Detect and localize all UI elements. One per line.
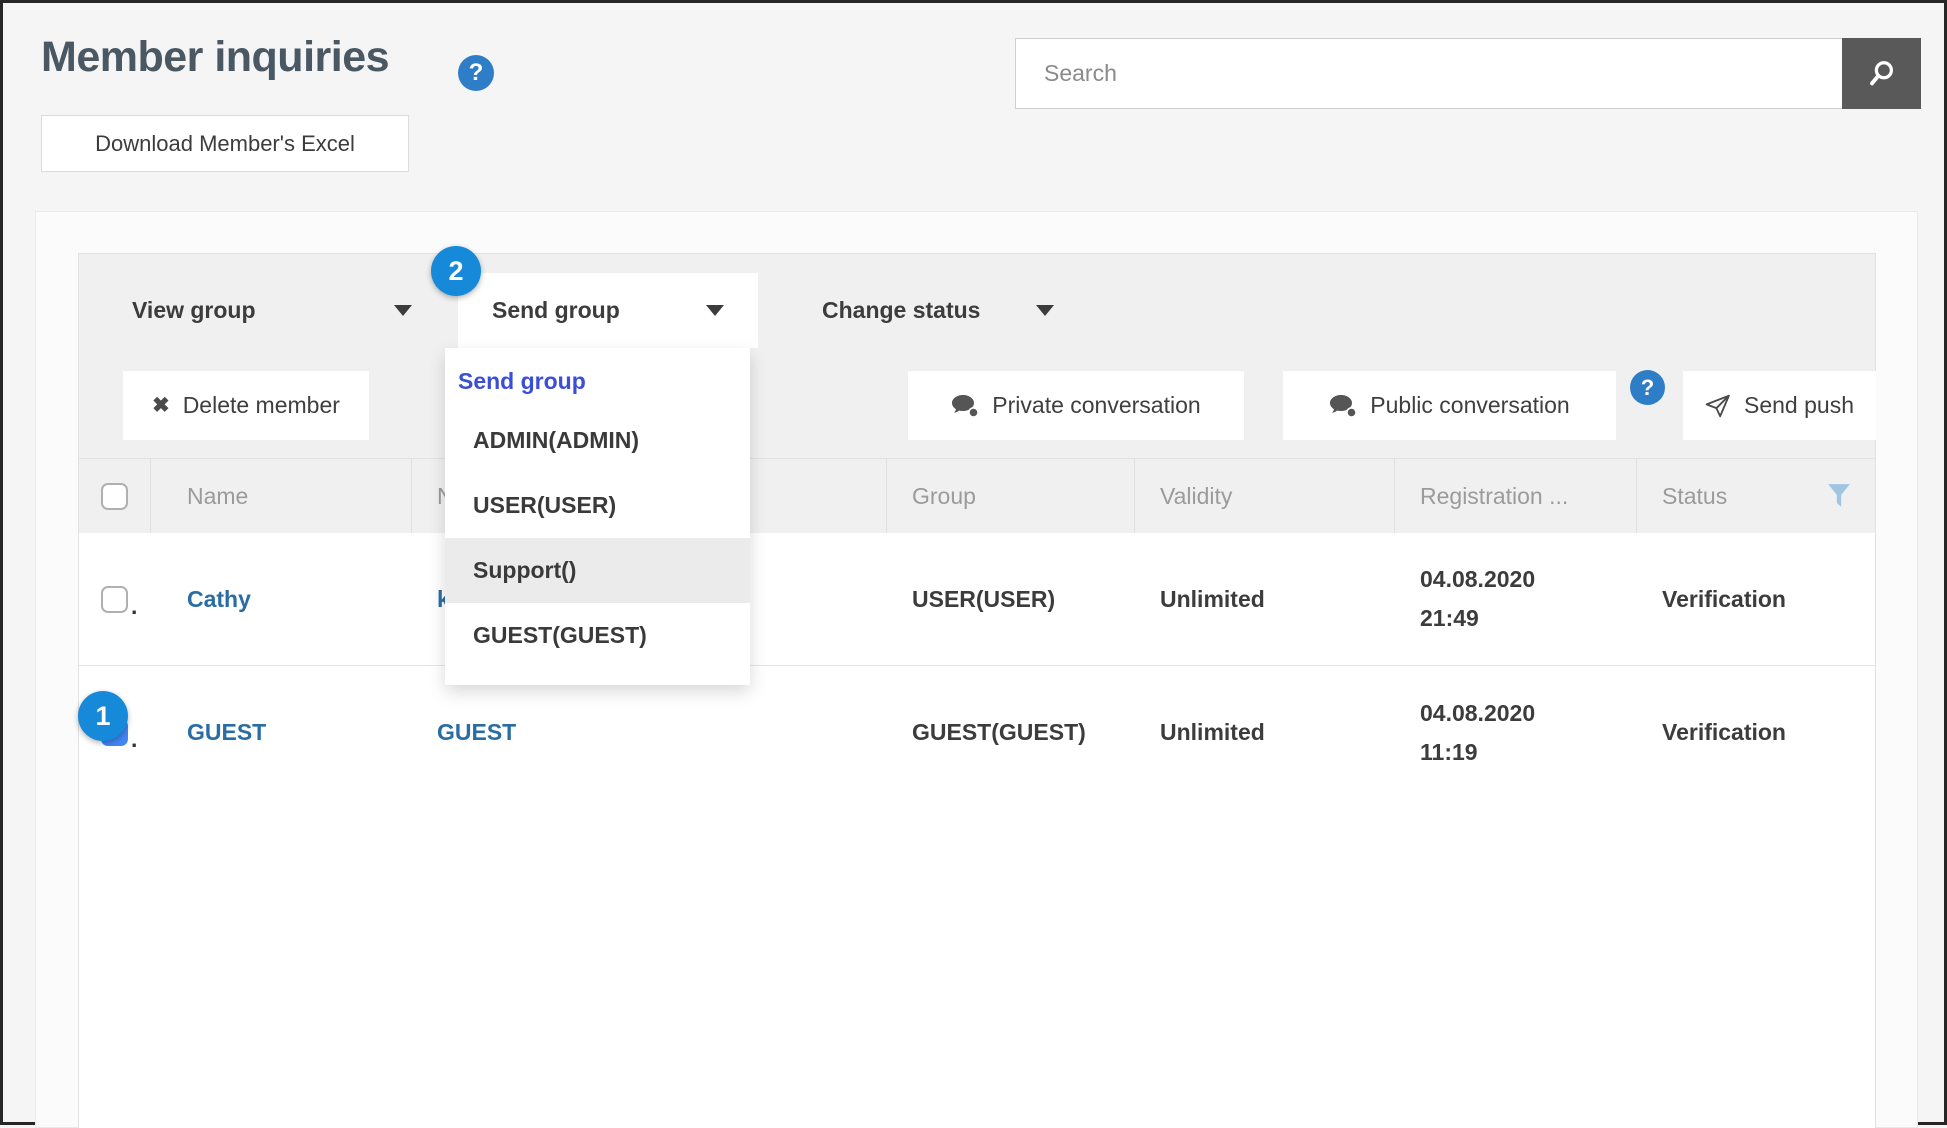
send-group-menu-header[interactable]: Send group — [458, 368, 586, 394]
page-help-icon[interactable]: ? — [458, 55, 494, 91]
member-name-link[interactable]: Cathy — [187, 585, 251, 612]
send-push-button[interactable]: Send push — [1683, 371, 1876, 440]
change-status-label: Change status — [822, 297, 981, 323]
member-registration: 04.08.2020 21:49 — [1395, 533, 1637, 665]
send-group-label: Send group — [492, 297, 620, 323]
member-status: Verification — [1662, 585, 1786, 612]
table-body: . Cathy k USER(USER) Unlimited 04.08.202… — [78, 533, 1876, 1128]
send-push-label: Send push — [1744, 392, 1854, 418]
chevron-down-icon — [1036, 305, 1054, 316]
status-header-label: Status — [1662, 482, 1728, 509]
search-icon — [1867, 59, 1897, 89]
menu-item-support[interactable]: Support() — [445, 538, 750, 603]
change-status-dropdown[interactable]: Change status — [788, 273, 1088, 348]
registration-date: 04.08.2020 — [1420, 699, 1536, 726]
menu-item-admin[interactable]: ADMIN(ADMIN) — [473, 427, 640, 453]
download-members-excel-button[interactable]: Download Member's Excel — [41, 115, 409, 172]
chat-bubble-icon — [951, 394, 980, 418]
delete-member-button[interactable]: ✖ Delete member — [123, 371, 369, 440]
table-row: . Cathy k USER(USER) Unlimited 04.08.202… — [79, 533, 1875, 666]
member-nickname[interactable]: GUEST — [437, 719, 517, 745]
table-row: ✓ . GUEST GUEST GUEST(GUEST) Unlimited 0… — [79, 666, 1875, 799]
private-conversation-button[interactable]: Private conversation — [908, 371, 1244, 440]
conversation-help-icon[interactable]: ? — [1630, 370, 1665, 405]
search-button[interactable] — [1842, 38, 1921, 109]
table-header-row: Name Nickname Group Validity Registratio… — [78, 458, 1876, 533]
member-validity: Unlimited — [1160, 585, 1265, 612]
public-conversation-button[interactable]: Public conversation — [1283, 371, 1616, 440]
header-select-cell — [79, 459, 151, 533]
member-registration: 04.08.2020 11:19 — [1395, 666, 1637, 799]
header-status[interactable]: Status — [1637, 459, 1875, 533]
member-group: USER(USER) — [912, 585, 1056, 612]
row-checkbox[interactable] — [101, 585, 128, 613]
paper-plane-icon — [1705, 394, 1731, 418]
menu-item-guest[interactable]: GUEST(GUEST) — [473, 622, 647, 648]
header-group[interactable]: Group — [887, 459, 1135, 533]
delete-member-label: Delete member — [182, 392, 340, 418]
view-group-label: View group — [132, 297, 256, 323]
header-validity[interactable]: Validity — [1135, 459, 1395, 533]
annotation-badge-2: 2 — [431, 246, 481, 296]
send-group-dropdown[interactable]: Send group — [458, 273, 758, 348]
select-all-checkbox[interactable] — [101, 482, 128, 510]
page-title: Member inquiries — [41, 33, 390, 81]
header-name[interactable]: Name — [151, 459, 412, 533]
send-group-menu: Send group ADMIN(ADMIN) USER(USER) Suppo… — [445, 348, 750, 685]
chevron-down-icon — [394, 305, 412, 316]
member-name-link[interactable]: GUEST — [187, 719, 267, 745]
x-mark-icon: ✖ — [152, 394, 170, 417]
view-group-dropdown[interactable]: View group — [98, 273, 446, 348]
header-registration[interactable]: Registration ... — [1395, 459, 1637, 533]
row-marker: . — [131, 592, 138, 619]
private-conversation-label: Private conversation — [992, 392, 1201, 418]
search-input[interactable] — [1015, 38, 1843, 109]
row-select-cell: . — [79, 533, 151, 665]
menu-item-user[interactable]: USER(USER) — [473, 492, 617, 518]
row-marker: . — [131, 726, 138, 752]
member-status: Verification — [1662, 719, 1786, 745]
public-conversation-label: Public conversation — [1370, 392, 1570, 418]
registration-time: 21:49 — [1420, 605, 1479, 631]
chevron-down-icon — [706, 305, 724, 316]
chat-bubble-icon — [1329, 394, 1358, 418]
member-group: GUEST(GUEST) — [912, 719, 1086, 745]
filter-funnel-icon[interactable] — [1827, 483, 1851, 509]
registration-date: 04.08.2020 — [1420, 566, 1536, 592]
registration-time: 11:19 — [1420, 738, 1478, 765]
member-validity: Unlimited — [1160, 719, 1265, 745]
annotation-badge-1: 1 — [78, 691, 128, 741]
